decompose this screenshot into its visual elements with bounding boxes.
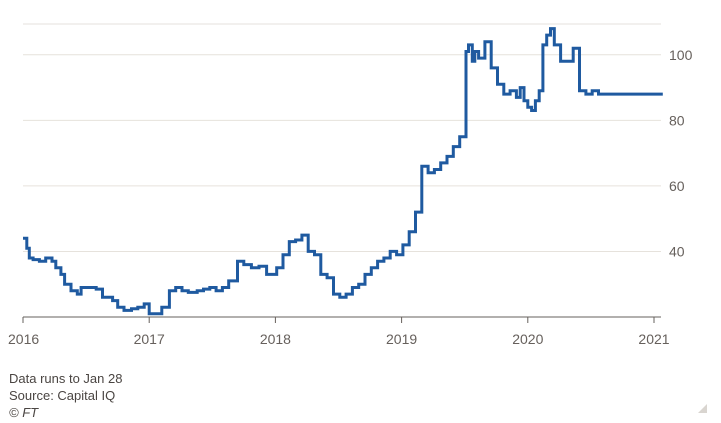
series-group xyxy=(23,27,663,316)
x-tick-label-2020: 2020 xyxy=(512,331,543,347)
x-tick-labels: 2016 2017 2018 2019 2020 2021 xyxy=(8,331,670,347)
x-tick-label-2021: 2021 xyxy=(638,331,669,347)
y-tick-label-60: 60 xyxy=(669,178,685,194)
chart-footer: Data runs to Jan 28 Source: Capital IQ ©… xyxy=(9,370,122,421)
x-tick-label-2017: 2017 xyxy=(134,331,165,347)
resize-handle xyxy=(698,404,707,413)
x-ticks xyxy=(22,317,655,323)
x-tick-label-2016: 2016 xyxy=(8,331,39,347)
series-line-0 xyxy=(23,27,663,316)
copyright: © FT xyxy=(9,405,39,420)
y-tick-label-80: 80 xyxy=(669,112,685,128)
y-tick-label-100: 100 xyxy=(669,47,693,63)
x-tick-label-2019: 2019 xyxy=(386,331,417,347)
y-tick-labels: 40 60 80 100 xyxy=(669,47,693,260)
x-tick-label-2018: 2018 xyxy=(260,331,291,347)
line-chart: 40 60 80 100 2016 2017 2018 2019 2020 2021 xyxy=(8,23,693,347)
source-note: Source: Capital IQ xyxy=(9,388,116,403)
data-note: Data runs to Jan 28 xyxy=(9,371,123,386)
y-gridlines xyxy=(23,23,661,252)
y-tick-label-40: 40 xyxy=(669,243,685,259)
